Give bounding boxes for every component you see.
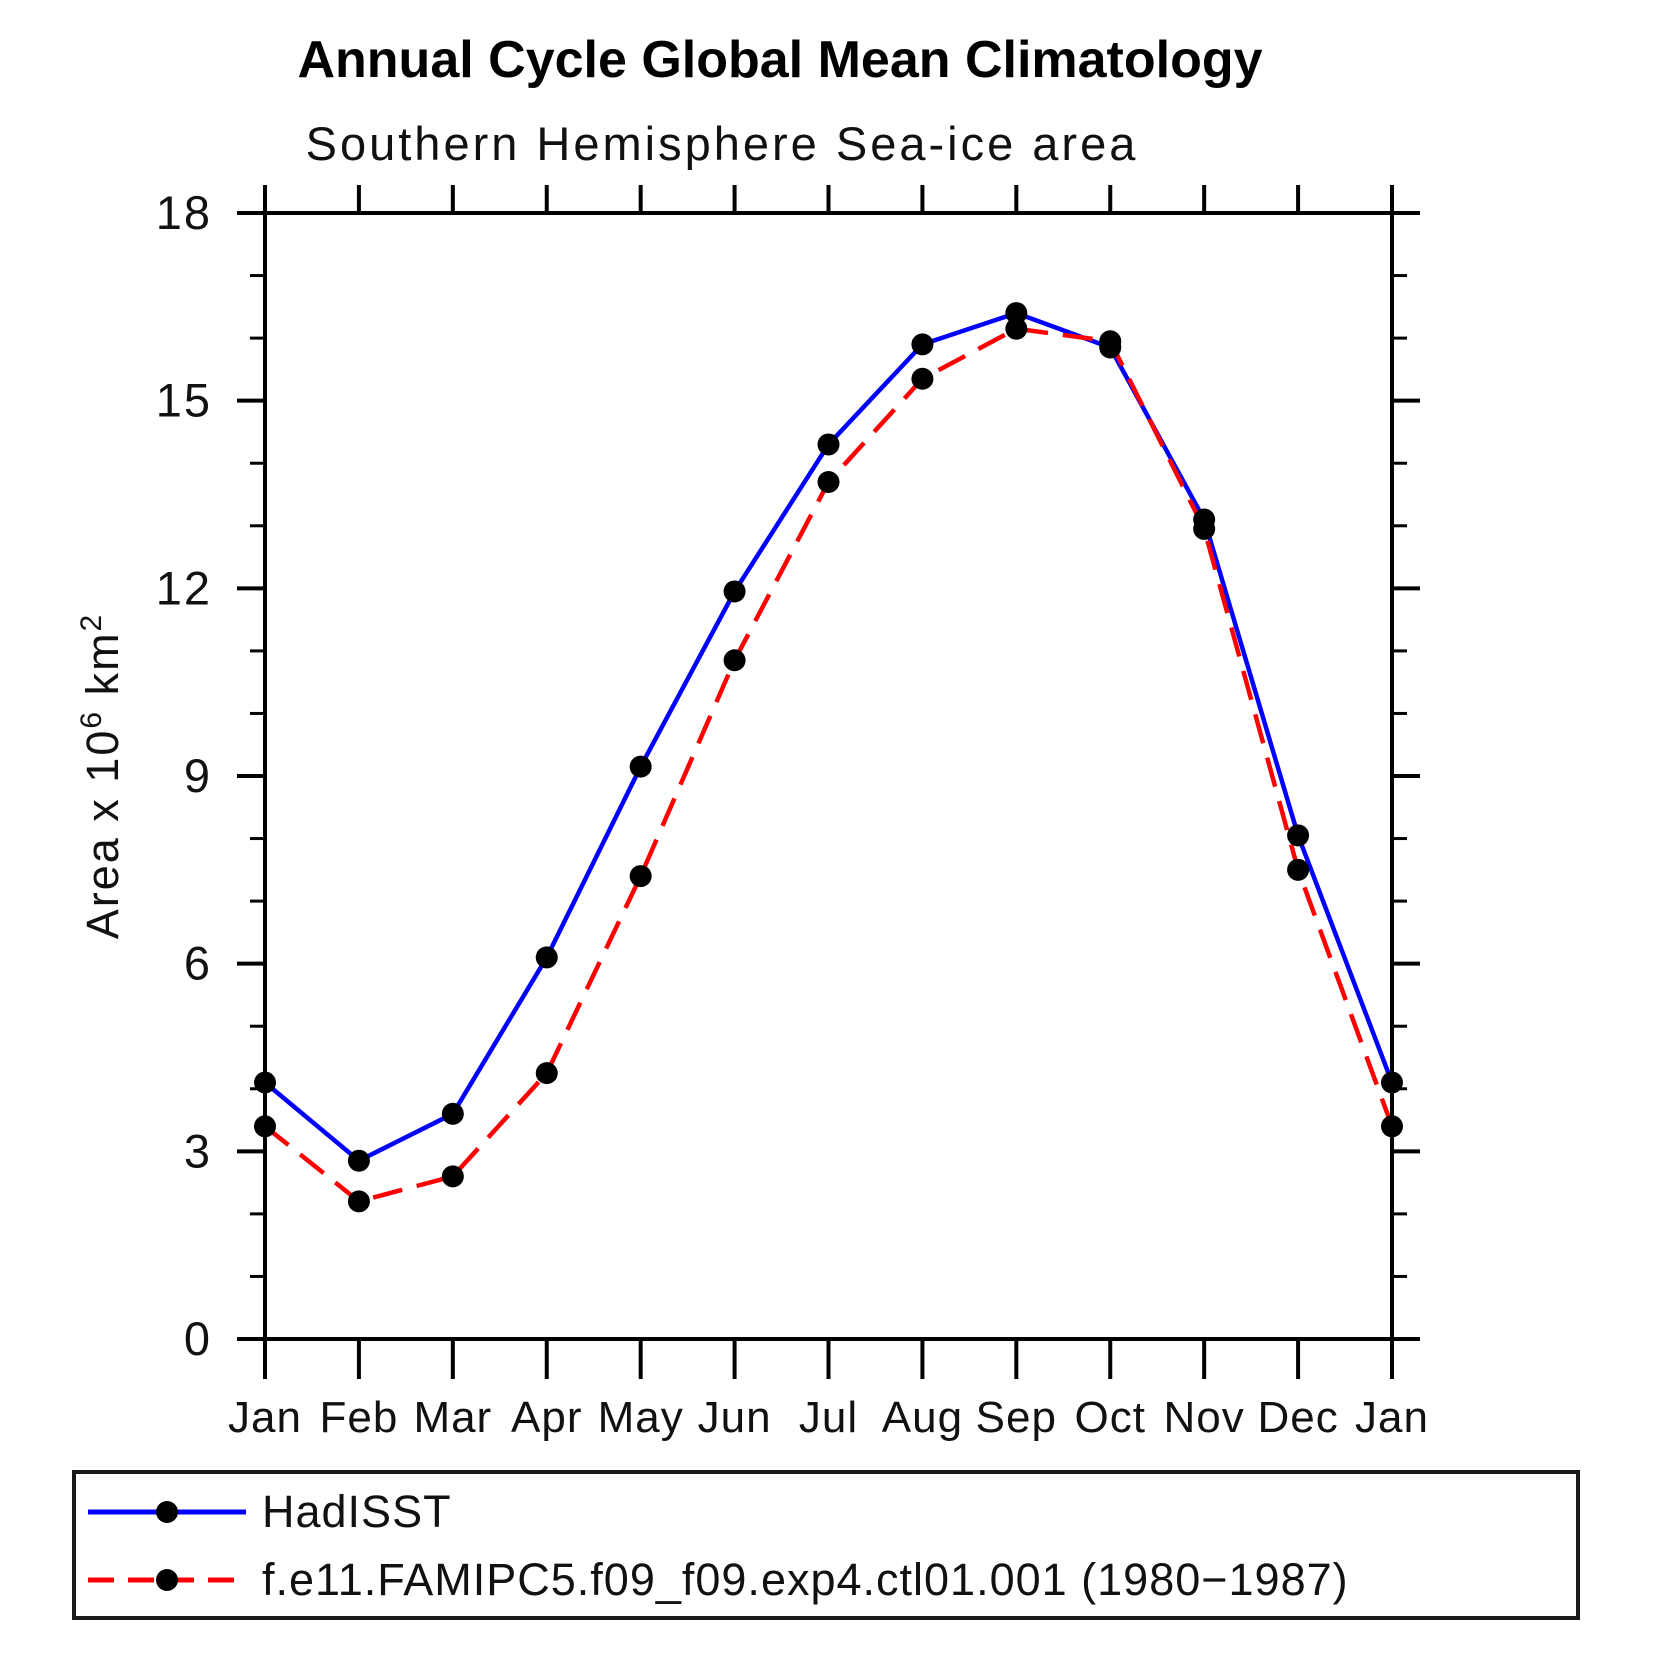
month-label: Jan [228, 1393, 302, 1442]
data-point-marker-s0 [1381, 1071, 1403, 1094]
data-point-marker-s1 [1099, 330, 1122, 353]
legend-row-model: f.e11.FAMIPC5.f09_f09.exp4.ctl01.001 (19… [82, 1554, 1349, 1605]
y-tick-label: 0 [184, 1312, 212, 1365]
data-point-marker-s0 [441, 1102, 464, 1125]
data-point-marker-s1 [1193, 517, 1216, 540]
data-point-marker-s1 [911, 367, 934, 390]
y-tick-label: 12 [156, 561, 212, 614]
data-point-marker-s0 [347, 1149, 370, 1172]
legend-dot-icon [156, 1501, 178, 1523]
chart-subtitle: Southern Hemisphere Sea-ice area [305, 117, 1139, 170]
data-point-marker-s1 [629, 865, 652, 888]
legend-row-hadisst: HadISST [82, 1486, 452, 1537]
month-label: May [598, 1393, 684, 1442]
y-tick-label: 6 [184, 937, 212, 990]
data-point-marker-s1 [1381, 1115, 1403, 1138]
legend-dot-icon [156, 1569, 178, 1591]
data-point-marker-s0 [817, 433, 840, 456]
legend-label-model: f.e11.FAMIPC5.f09_f09.exp4.ctl01.001 (19… [262, 1554, 1349, 1605]
solid-line-marker-icon [88, 1501, 246, 1523]
month-label: Dec [1257, 1393, 1338, 1442]
data-point-marker-s0 [723, 580, 746, 603]
dashed-line-marker-icon [88, 1569, 246, 1591]
data-point-marker-s0 [254, 1071, 276, 1094]
data-point-marker-s1 [1287, 858, 1310, 881]
y-tick-label: 15 [156, 374, 212, 427]
data-point-marker-s1 [817, 470, 840, 493]
month-label: Jul [799, 1393, 858, 1442]
series-line-1 [263, 326, 1395, 1204]
month-label: Sep [976, 1393, 1057, 1442]
month-label: Nov [1164, 1393, 1245, 1442]
month-label: Mar [413, 1393, 492, 1442]
month-label: Aug [882, 1393, 963, 1442]
data-point-marker-s1 [1005, 317, 1028, 340]
data-point-marker-s0 [911, 333, 934, 356]
month-label: Jan [1355, 1393, 1429, 1442]
data-point-marker-s1 [535, 1062, 558, 1085]
legend-label-hadisst: HadISST [262, 1486, 452, 1537]
data-point-marker-s0 [1287, 824, 1310, 847]
data-point-marker-s0 [1005, 302, 1028, 325]
month-label: Jun [698, 1393, 772, 1442]
plot-frame [263, 211, 1394, 1341]
data-point-marker-s0 [535, 946, 558, 969]
month-label: Oct [1075, 1393, 1146, 1442]
y-tick-label: 3 [184, 1124, 212, 1177]
chart-title: Annual Cycle Global Mean Climatology [297, 31, 1263, 89]
y-tick-label: 18 [156, 186, 212, 239]
y-axis-title: Area x 106 km2 [75, 613, 128, 940]
data-point-marker-s1 [254, 1115, 276, 1138]
month-label: Apr [511, 1393, 582, 1442]
y-tick-label: 9 [184, 749, 212, 802]
legend: HadISST f.e11.FAMIPC5.f09_f09.exp4.ctl01… [72, 1470, 1580, 1620]
data-point-marker-s1 [347, 1190, 370, 1213]
month-label: Feb [320, 1393, 399, 1442]
data-point-marker-s1 [723, 649, 746, 672]
data-point-marker-s1 [441, 1165, 464, 1188]
data-point-marker-s0 [629, 755, 652, 778]
